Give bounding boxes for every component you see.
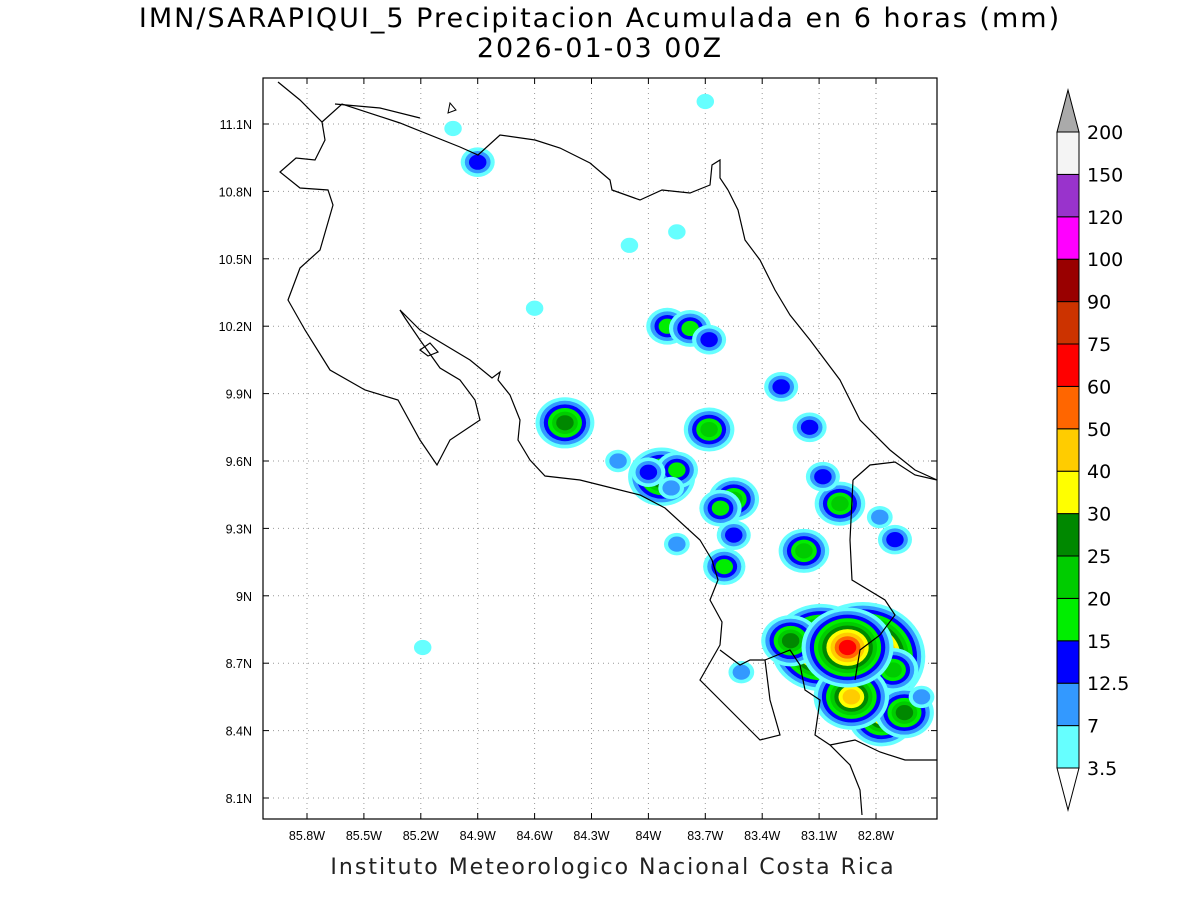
colorbar-swatch: [1056, 428, 1080, 472]
colorbar-level-label: 15: [1087, 631, 1111, 653]
y-tick-label: 8.7N: [226, 657, 252, 671]
y-tick-label: 9.3N: [226, 522, 252, 536]
coastline: [277, 81, 937, 816]
colorbar-swatch: [1056, 682, 1080, 727]
rain-contour: [831, 496, 849, 512]
rain-contour: [468, 154, 487, 170]
rain-contour: [700, 421, 718, 438]
rain-contour: [700, 332, 718, 348]
colorbar-swatch: [1056, 131, 1080, 175]
x-tick-label: 84.6W: [517, 829, 553, 843]
rain-contour: [668, 462, 686, 478]
colorbar-level-label: 120: [1087, 207, 1123, 229]
rain-contour: [620, 237, 639, 253]
plot-frame: [262, 77, 938, 820]
x-tick-label: 82.8W: [858, 829, 894, 843]
colorbar-level-label: 50: [1087, 419, 1111, 441]
colorbar-level-label: 30: [1087, 504, 1111, 526]
y-tick-label: 10.8N: [219, 185, 252, 199]
colorbar-level-label: 3.5: [1087, 758, 1117, 780]
rain-contour: [838, 639, 857, 656]
y-tick-label: 8.4N: [226, 725, 252, 739]
colorbar-level-label: 100: [1087, 249, 1123, 271]
rain-contour: [814, 469, 832, 485]
colorbar-high-arrow: [1056, 88, 1080, 133]
colorbar-level-label: 7: [1087, 716, 1099, 738]
colorbar-legend: 3.5 7 12.5 15 20 25 30 40 50 60 75 90 100 120 150 200: [1056, 88, 1129, 812]
rain-contour: [715, 558, 734, 575]
colorbar-level-label: 25: [1087, 546, 1111, 568]
x-tick-label: 84.9W: [460, 829, 496, 843]
x-tick-label: 85.8W: [289, 829, 325, 843]
y-tick-label: 9.6N: [226, 455, 252, 469]
x-tick-label: 85.5W: [346, 829, 382, 843]
y-tick-label: 8.1N: [226, 792, 252, 806]
y-tick-label: 11.1N: [220, 118, 252, 132]
colorbar-swatch: [1056, 216, 1080, 260]
rain-contour: [711, 500, 730, 516]
rain-contour: [696, 93, 715, 110]
colorbar-level-label: 60: [1087, 376, 1111, 398]
colorbar-swatch: [1056, 513, 1080, 557]
rain-contour: [884, 662, 902, 678]
colorbar-level-label: 200: [1087, 122, 1123, 144]
rain-contour: [662, 480, 680, 496]
y-axis: 11.1N 10.8N 10.5N 10.2N 9.9N 9.6N 9.3N 9N 8.7N 8.…: [219, 118, 937, 806]
colorbar-swatch: [1056, 385, 1080, 430]
x-tick-label: 83.1W: [801, 829, 837, 843]
rain-contour: [732, 664, 751, 680]
map-title: IMN/SARAPIQUI_5 Precipitacion Acumulada …: [138, 3, 1062, 34]
y-tick-label: 9.9N: [226, 388, 252, 402]
rain-contour: [800, 419, 819, 435]
rain-contour: [525, 300, 544, 316]
rain-contour: [556, 415, 574, 431]
rain-contour: [795, 543, 813, 559]
colorbar-level-label: 12.5: [1087, 673, 1129, 695]
rain-contour: [725, 527, 743, 543]
colorbar-swatch: [1056, 343, 1080, 387]
y-tick-label: 10.5N: [219, 253, 252, 267]
y-tick-label: 10.2N: [219, 320, 252, 334]
rain-contour: [912, 689, 931, 705]
rain-contour: [413, 639, 432, 656]
x-tick-label: 84W: [636, 829, 662, 843]
x-tick-label: 85.2W: [403, 829, 439, 843]
rain-contour: [639, 464, 658, 480]
rain-contour: [886, 532, 904, 548]
rain-field: [413, 93, 935, 747]
rain-contour: [668, 224, 686, 240]
colorbar-level-label: 150: [1087, 164, 1123, 186]
x-tick-label: 84.3W: [573, 829, 609, 843]
rain-contour: [842, 689, 861, 705]
colorbar-level-label: 90: [1087, 292, 1111, 314]
rain-contour: [609, 453, 627, 469]
colorbar-swatch: [1056, 725, 1080, 769]
colorbar-swatch: [1056, 470, 1080, 515]
rain-contour: [444, 120, 462, 137]
colorbar-level-label: 20: [1087, 588, 1111, 610]
rain-contour: [772, 379, 790, 395]
x-axis: 85.8W 85.5W 85.2W 84.9W 84.6W 84.3W 84W 83.7W 83…: [289, 78, 894, 843]
x-tick-label: 83.7W: [687, 829, 723, 843]
x-tick-label: 83.4W: [744, 829, 780, 843]
colorbar-swatch: [1056, 301, 1080, 345]
footer-credit: Instituto Meteorologico Nacional Costa R…: [330, 855, 896, 880]
colorbar-swatch: [1056, 597, 1080, 642]
rain-contour: [668, 536, 686, 552]
colorbar-level-label: 75: [1087, 334, 1111, 356]
rain-contour: [895, 705, 914, 721]
colorbar-level-label: 40: [1087, 461, 1111, 483]
y-tick-label: 9N: [236, 590, 252, 604]
rain-contour: [871, 509, 889, 525]
colorbar-swatch: [1056, 555, 1080, 599]
colorbar-swatch: [1056, 173, 1080, 218]
colorbar-swatch: [1056, 640, 1080, 684]
map-subtitle: 2026-01-03 00Z: [476, 33, 724, 64]
colorbar-swatch: [1056, 258, 1080, 303]
rain-contour: [781, 633, 800, 649]
colorbar-low-arrow: [1056, 767, 1080, 812]
